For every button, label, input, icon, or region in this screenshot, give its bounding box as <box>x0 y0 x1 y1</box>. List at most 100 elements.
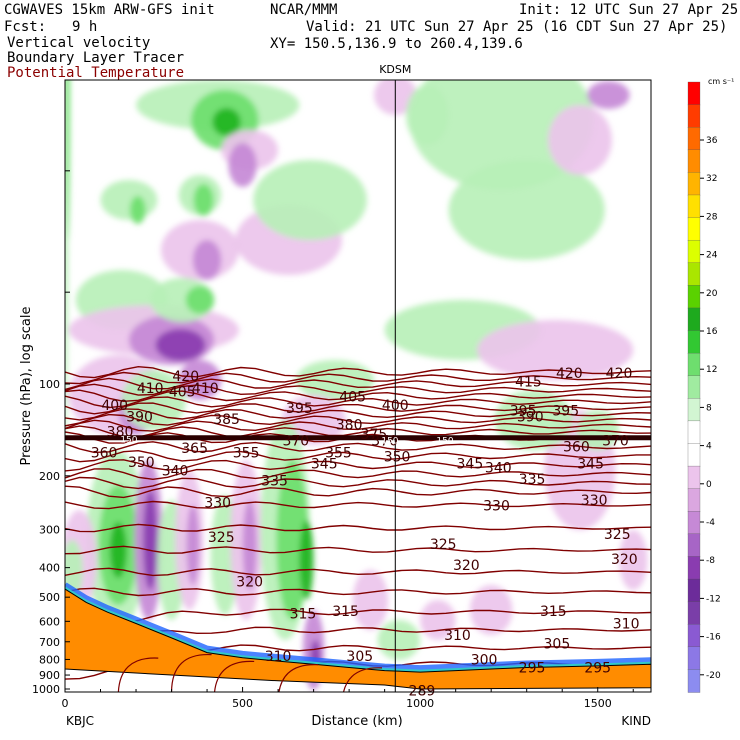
theta-contour-21 <box>65 567 651 577</box>
terrain-theta-3 <box>278 664 319 692</box>
theta-label-49: 310 <box>613 617 640 633</box>
colorbar-label-10: -4 <box>706 518 715 528</box>
colorbar-label-11: -8 <box>706 556 715 566</box>
theta-label-7: 405 <box>339 390 366 406</box>
y-tick-label-4: 500 <box>39 591 60 604</box>
theta-label-48: 310 <box>444 628 471 644</box>
theta-contour-5 <box>65 395 651 409</box>
theta-label-34: 335 <box>261 473 288 489</box>
theta-contour-9 <box>65 419 651 432</box>
theta-contour-16 <box>65 476 651 490</box>
colorbar-swatch-12 <box>687 352 701 377</box>
theta-label-50: 310 <box>265 649 292 665</box>
velocity-blob-1 <box>65 80 70 240</box>
y-tick-label-9: 1000 <box>32 683 60 696</box>
theta-contour-1 <box>65 371 651 385</box>
theta-label-22: 365 <box>181 441 208 457</box>
fcst-value: 9 h <box>72 19 98 35</box>
theta-label-44: 320 <box>611 552 638 568</box>
theta-contour-4 <box>65 389 651 403</box>
colorbar-swatch-8 <box>687 262 701 286</box>
field-boundary-layer-tracer: Boundary Layer Tracer <box>7 50 185 66</box>
y-axis-label: Pressure (hPa), log scale <box>19 307 34 466</box>
colorbar-label-3: 24 <box>706 251 718 261</box>
theta-contour-15 <box>65 468 651 481</box>
theta-label-38: 330 <box>581 493 608 509</box>
kdsm-label: KDSM <box>379 63 411 76</box>
velocity-blob-52 <box>377 620 421 660</box>
theta-label-32: 340 <box>162 463 189 479</box>
colorbar-swatch-6 <box>687 217 701 241</box>
colorbar-swatch-24 <box>687 624 701 648</box>
velocity-blob-20 <box>253 160 367 240</box>
terrain-theta-2 <box>214 660 255 692</box>
colorbar-swatch-26 <box>687 669 701 693</box>
theta-label-52: 305 <box>346 649 373 665</box>
colorbar-label-4: 20 <box>706 289 718 299</box>
velocity-blob-4 <box>212 108 241 136</box>
theta-contour-8 <box>65 413 651 427</box>
theta-label-56: 289 <box>409 683 436 699</box>
theta-label-24: 360 <box>91 446 118 462</box>
y-tick-label-3: 400 <box>39 562 60 575</box>
tracer-cyan <box>65 586 651 673</box>
theta-contour-13 <box>65 449 651 463</box>
theta-label-5: 410 <box>192 381 219 397</box>
theta-label-36: 330 <box>204 496 231 512</box>
colorbar-swatch-23 <box>687 601 701 625</box>
theta-label-30: 345 <box>457 456 484 472</box>
velocity-blob-57 <box>494 390 573 450</box>
theta-label-31: 345 <box>577 456 604 472</box>
theta-label-53: 300 <box>471 652 498 668</box>
theta-label-28: 350 <box>384 450 411 466</box>
terrain-theta-1 <box>170 654 212 692</box>
theta-label-8: 400 <box>101 398 128 414</box>
theta-label-23: 360 <box>563 439 590 455</box>
theta-label-9: 400 <box>382 398 409 414</box>
theta-label-17: 380 <box>336 418 363 434</box>
theta-label-13: 390 <box>126 410 153 426</box>
velocity-blob-26 <box>476 320 634 380</box>
theta-contour-10 <box>65 425 651 438</box>
theta-label-29: 345 <box>311 456 338 472</box>
theta-contour-3 <box>65 383 651 396</box>
velocity-blob-12 <box>129 196 146 224</box>
colorbar-swatch-25 <box>687 646 701 671</box>
tropopause-label-1: 150 <box>436 436 453 446</box>
theta-contour-19 <box>65 523 651 533</box>
colorbar-swatch-18 <box>687 488 701 512</box>
velocity-blob-6 <box>228 143 257 187</box>
theta-contour-6 <box>65 402 651 415</box>
colorbar-swatch-14 <box>687 398 701 422</box>
tropopause-label-2: 150 <box>120 435 137 445</box>
theta-label-41: 325 <box>604 527 631 543</box>
theta-label-47: 315 <box>540 604 567 620</box>
colorbar-label-13: -16 <box>706 633 721 643</box>
colorbar-swatch-21 <box>687 556 701 580</box>
theta-contour-14 <box>65 459 651 472</box>
x-tick-label-0: 0 <box>62 697 69 710</box>
y-tick-label-6: 700 <box>39 636 60 649</box>
terrain-theta-4 <box>343 667 383 692</box>
colorbar-swatch-11 <box>687 330 701 354</box>
theta-label-25: 355 <box>233 446 260 462</box>
theta-contour-0 <box>65 365 651 379</box>
y-tick-label-2: 300 <box>39 524 60 537</box>
theta-label-37: 330 <box>483 498 510 514</box>
model-title: CGWAVES 15km ARW-GFS init <box>4 2 215 18</box>
velocity-blobs <box>65 80 648 690</box>
theta-label-3: 415 <box>515 374 542 390</box>
colorbar-label-12: -12 <box>706 594 721 604</box>
plot-area <box>65 80 651 692</box>
theta-label-18: 375 <box>361 427 388 443</box>
velocity-blob-56 <box>619 530 648 590</box>
colorbar-swatch-22 <box>687 578 701 603</box>
theta-contour-7 <box>65 408 651 421</box>
theta-label-10: 395 <box>286 401 313 417</box>
theta-contour-17 <box>65 485 651 499</box>
y-tick-label-8: 900 <box>39 669 60 682</box>
velocity-blob-22 <box>448 160 605 260</box>
velocity-blob-18 <box>185 286 215 314</box>
